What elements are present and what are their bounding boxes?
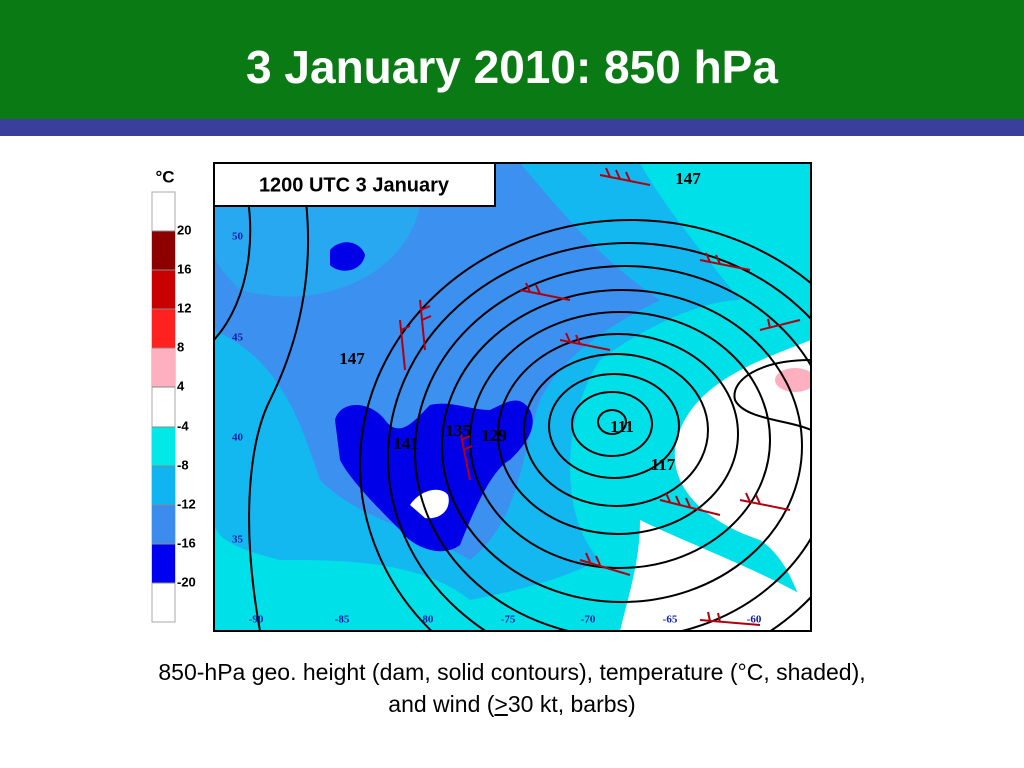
contour-label: 129	[481, 426, 507, 445]
latitude-label: 40	[232, 432, 244, 444]
colorbar-band	[152, 505, 175, 544]
caption-symbol: >	[494, 691, 508, 717]
colorbar-tick-label: 8	[177, 339, 184, 354]
colorbar-band	[152, 270, 175, 309]
colorbar-tick-label: 4	[177, 378, 185, 393]
map	[214, 163, 811, 631]
longitude-label: -60	[747, 614, 762, 626]
colorbar-tick-label: -20	[177, 574, 196, 589]
wind-barbs	[399, 167, 801, 626]
shade-white	[410, 489, 449, 519]
colorbar-band	[152, 231, 175, 270]
shade-pink	[775, 368, 811, 392]
contour-label: 147	[675, 169, 701, 188]
longitude-label: -70	[581, 614, 596, 626]
colorbar-band	[152, 544, 175, 583]
longitude-label: -90	[249, 614, 264, 626]
colorbar-tick-label: 20	[177, 222, 191, 237]
panel-label: 1200 UTC 3 January	[259, 174, 450, 196]
colorbar-band	[152, 427, 175, 466]
caption-line: and wind (>30 kt, barbs)	[0, 688, 1024, 720]
colorbar-band	[152, 466, 175, 505]
slide-title: 3 January 2010: 850 hPa	[246, 41, 778, 93]
colorbar-tick-label: -4	[177, 418, 189, 433]
colorbar: °C	[151, 167, 176, 623]
contour-label: 117	[651, 455, 676, 474]
latitude-label: 50	[232, 231, 244, 243]
panel-label-box	[213, 162, 496, 207]
caption-text: 30 kt, barbs)	[507, 691, 636, 717]
contour-label: 111	[610, 417, 634, 436]
colorbar-tick-label: 16	[177, 261, 191, 276]
caption-text: and wind (	[388, 691, 495, 717]
contour-label: 147	[339, 349, 365, 368]
colorbar-ticks: 20 16 12 8 4 -4 -8 -12 -16 -20	[152, 222, 196, 589]
shade-dark-blue	[330, 242, 365, 271]
colorbar-band	[152, 348, 175, 387]
longitude-label: -65	[663, 614, 678, 626]
height-contours	[214, 163, 811, 631]
longitude-label: -85	[335, 614, 350, 626]
latitude-label: 35	[232, 534, 244, 546]
longitude-label: -80	[419, 614, 434, 626]
colorbar-tick-label: -16	[177, 535, 196, 550]
shade-white	[674, 340, 811, 631]
caption: 850-hPa geo. height (dam, solid contours…	[0, 656, 1024, 720]
colorbar-tick-label: -8	[177, 457, 189, 472]
latitude-label: 45	[232, 332, 244, 344]
map-labels: 147 147 141 135 129 111 117 50 45 40 35 -90 -85 -80 -7…	[232, 169, 762, 626]
shade-white	[620, 520, 811, 631]
colorbar-unit: °C	[155, 167, 174, 186]
colorbar-tick-label: 12	[177, 300, 191, 315]
header-stripe	[0, 119, 1024, 136]
map-frame	[213, 162, 812, 632]
caption-line: 850-hPa geo. height (dam, solid contours…	[158, 659, 866, 685]
colorbar-tick-label: -12	[177, 496, 196, 511]
header-bar	[0, 0, 1024, 119]
shade-dark-blue	[335, 400, 533, 552]
longitude-label: -75	[501, 614, 516, 626]
contour-label: 135	[445, 421, 471, 440]
colorbar-band	[152, 309, 175, 348]
contour-label: 141	[393, 434, 419, 453]
